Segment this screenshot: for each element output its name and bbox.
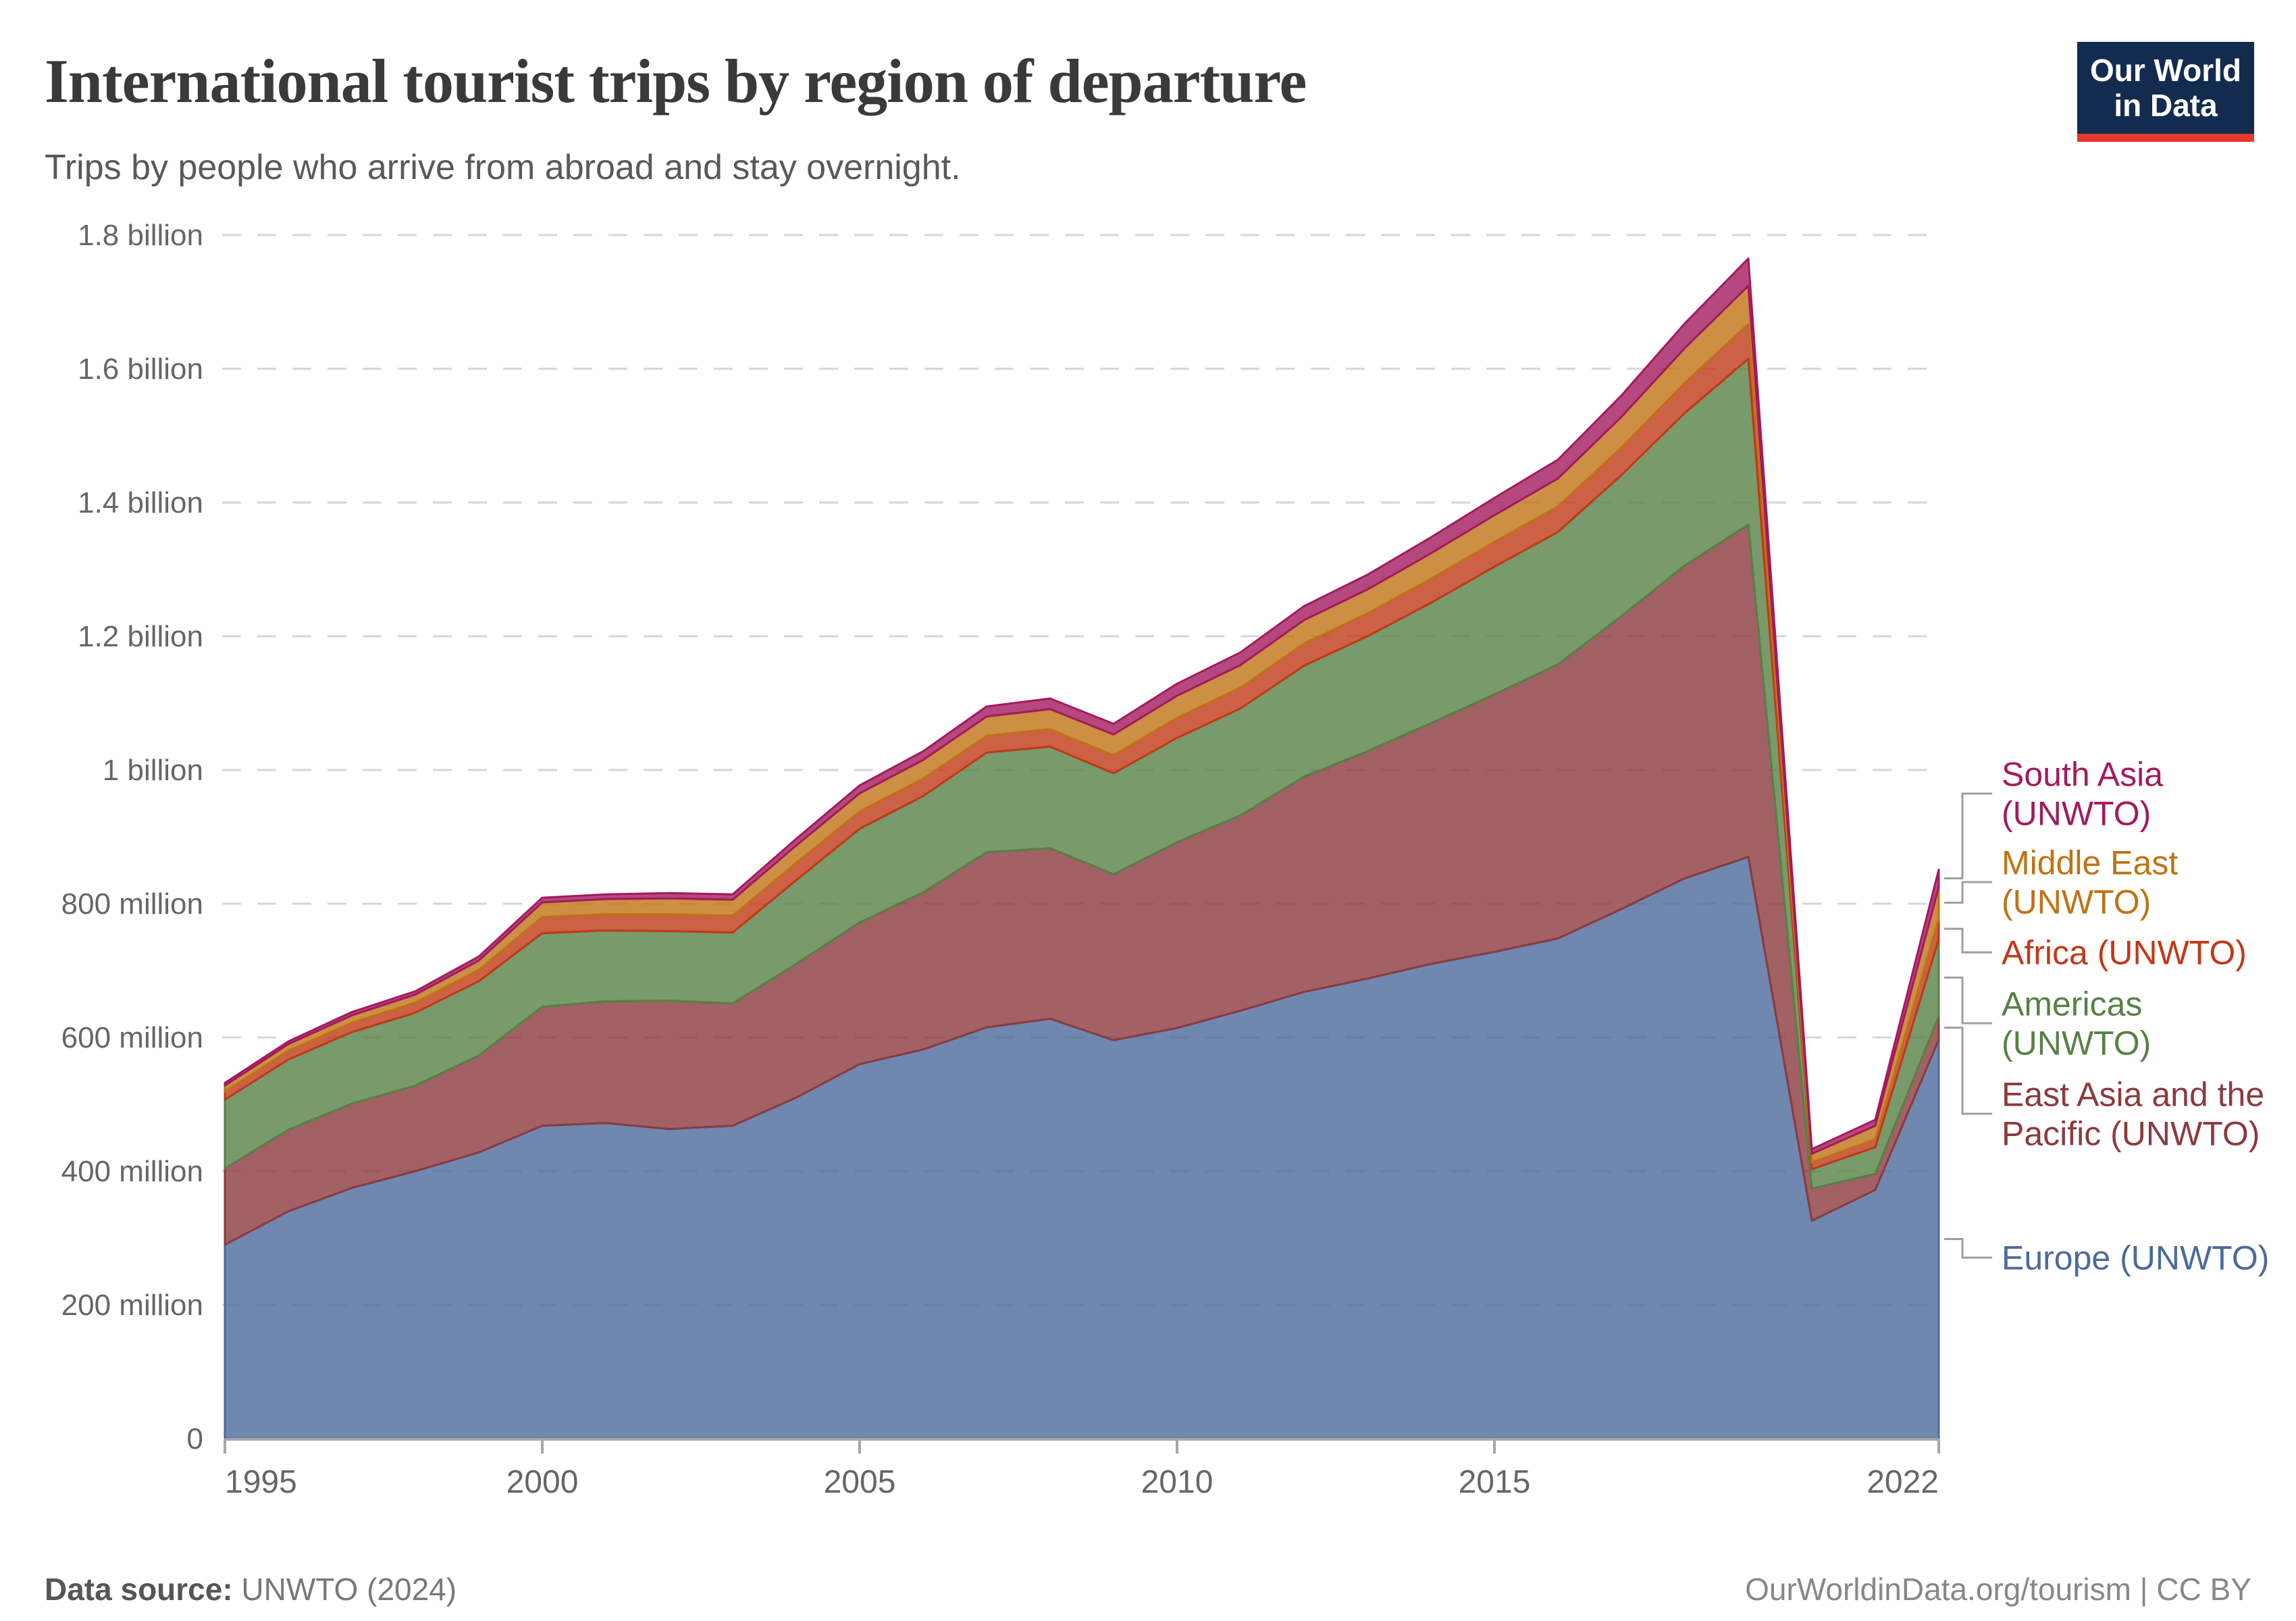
data-source-label: Data source:	[45, 1572, 233, 1607]
owid-logo: Our World in Data	[2077, 42, 2254, 142]
data-source-value: UNWTO (2024)	[232, 1572, 457, 1607]
y-axis-tick-label: 400 million	[61, 1155, 203, 1188]
x-axis-tick-label: 2000	[506, 1464, 579, 1500]
credit-note: OurWorldinData.org/tourism | CC BY	[1745, 1572, 2251, 1607]
legend-entry-east-asia-and-the-pacific[interactable]: East Asia and the	[2002, 1076, 2264, 1114]
y-axis-tick-label: 800 million	[61, 887, 203, 921]
owid-logo-line2: in Data	[2114, 88, 2218, 123]
x-axis-tick-label: 2010	[1141, 1464, 1214, 1500]
y-axis-tick-label: 1.8 billion	[78, 219, 203, 252]
y-axis-tick-label: 1.6 billion	[78, 353, 203, 386]
page-subtitle: Trips by people who arrive from abroad a…	[45, 148, 961, 187]
legend-leader-europe	[1944, 1238, 1992, 1259]
legend-entry-europe[interactable]: Europe (UNWTO)	[2002, 1239, 2269, 1277]
legend-entry-americas[interactable]: (UNWTO)	[2002, 1025, 2151, 1062]
area-south-asia[interactable]	[224, 257, 1940, 1155]
legend-leader-americas	[1944, 976, 1992, 1025]
legend-entry-east-asia-and-the-pacific[interactable]: Pacific (UNWTO)	[2002, 1115, 2260, 1153]
y-axis-tick-label: 0	[187, 1422, 203, 1456]
x-axis-tick-label: 1995	[225, 1464, 297, 1500]
y-axis-tick-label: 1.2 billion	[78, 620, 203, 653]
x-axis-tick-label: 2005	[824, 1464, 896, 1500]
y-axis-tick-label: 200 million	[61, 1289, 203, 1322]
legend-leader-south-asia	[1944, 792, 1992, 879]
legend-leader-east-asia-and-the-pacific	[1944, 1027, 1992, 1115]
data-source-note: Data source: UNWTO (2024)	[45, 1571, 456, 1607]
legend-entry-south-asia[interactable]: (UNWTO)	[2002, 795, 2151, 833]
y-axis-tick-label: 1.4 billion	[78, 486, 203, 519]
legend-entry-middle-east[interactable]: (UNWTO)	[2002, 883, 2151, 921]
legend-entry-south-asia[interactable]: South Asia	[2002, 756, 2163, 794]
owid-logo-line1: Our World	[2089, 52, 2242, 88]
legend-leader-middle-east	[1944, 881, 1992, 904]
y-axis-tick-label: 600 million	[61, 1021, 203, 1054]
legend-leader-africa	[1944, 927, 1992, 954]
legend-entry-africa[interactable]: Africa (UNWTO)	[2002, 934, 2247, 972]
legend-entry-americas[interactable]: Americas	[2002, 985, 2142, 1023]
y-axis-tick-label: 1 billion	[103, 754, 203, 787]
x-axis-tick-label: 2022	[1867, 1464, 1939, 1500]
page-title: International tourist trips by region of…	[45, 47, 1307, 115]
x-axis-tick-label: 2015	[1459, 1464, 1531, 1500]
legend-entry-middle-east[interactable]: Middle East	[2002, 844, 2178, 882]
